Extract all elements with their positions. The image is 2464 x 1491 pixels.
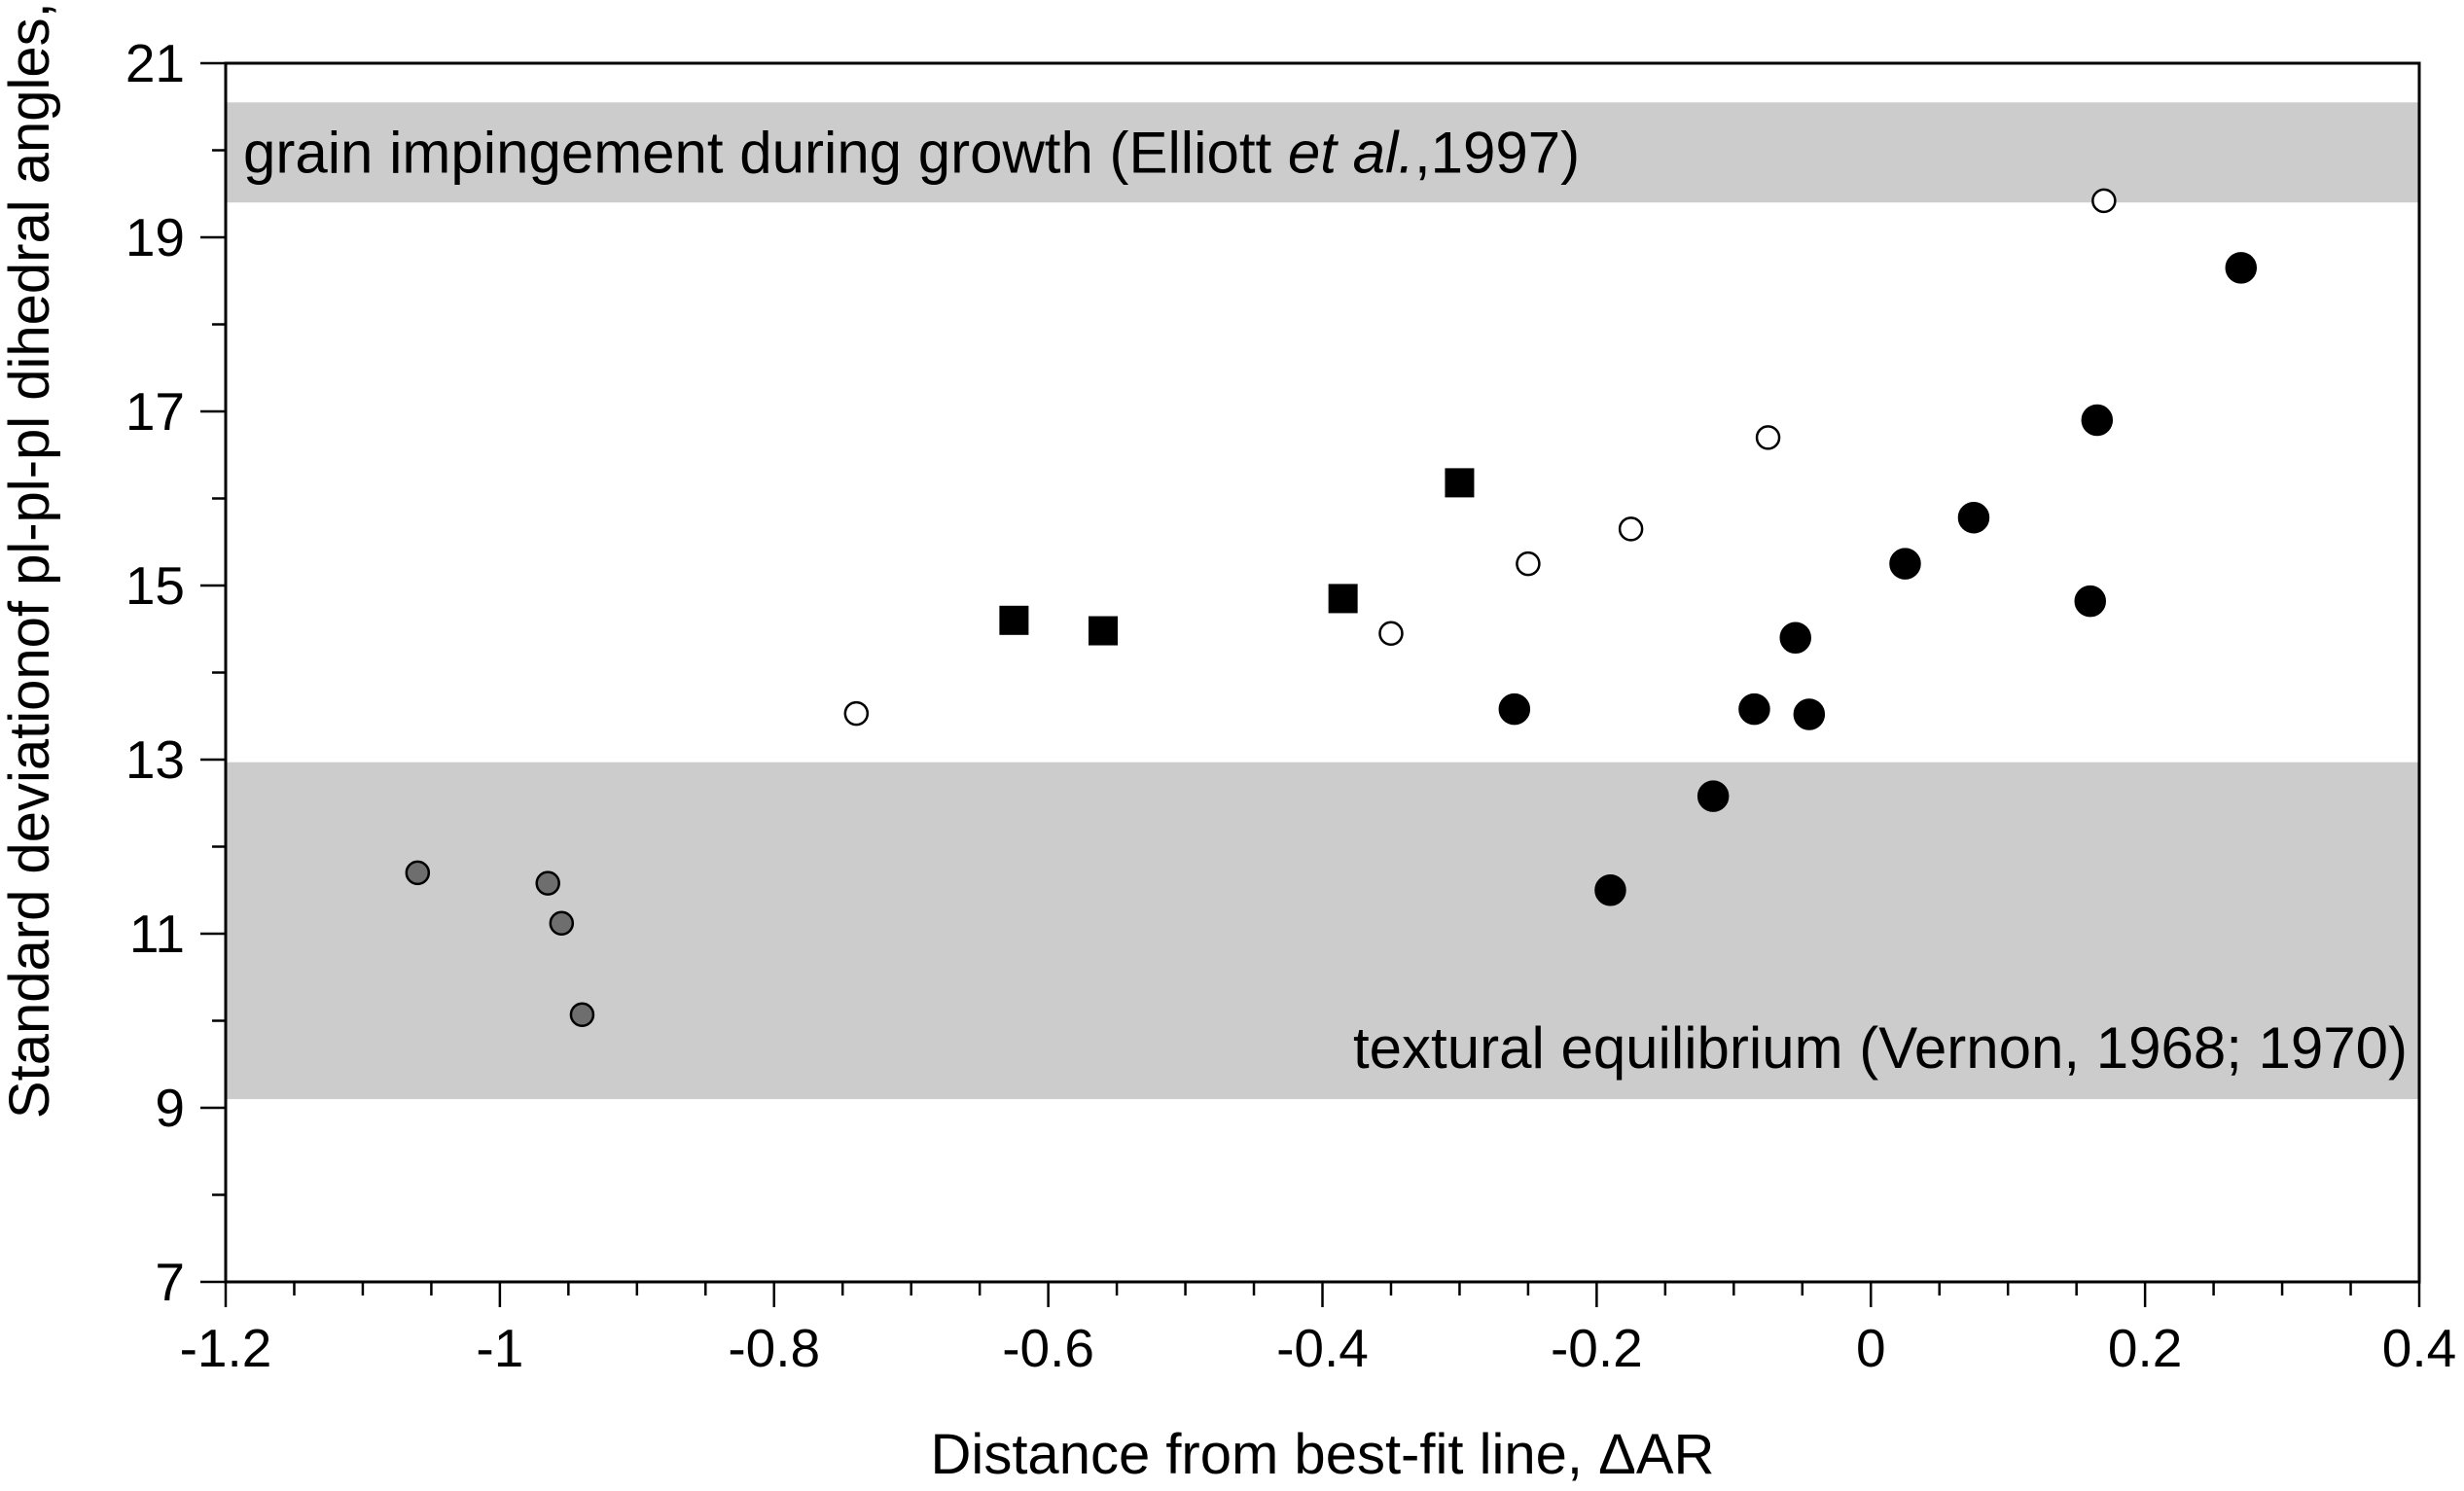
circle-point <box>535 870 560 896</box>
band-label-1-part-0: textural equilibrium (Vernon, 1968; 1970… <box>1353 1015 2408 1081</box>
band-label-0-part-1: et al. <box>1288 121 1414 186</box>
x-tick-label: 0.2 <box>2108 1318 2182 1378</box>
circle-point <box>2225 252 2258 284</box>
circle-point <box>1696 780 1730 812</box>
circle-point <box>2081 404 2114 437</box>
y-tick-label: 15 <box>125 555 185 616</box>
circle-point <box>1957 501 1990 534</box>
band-label-0-part-2: ,1997) <box>1414 121 1580 186</box>
y-tick-label: 7 <box>155 1252 185 1312</box>
x-tick-label: 0 <box>1856 1318 1886 1378</box>
x-tick-label: -0.4 <box>1276 1318 1369 1378</box>
circle-point <box>843 700 870 727</box>
band-label-0-part-0: grain impingement during growth (Elliott <box>243 121 1288 186</box>
band-label-1: textural equilibrium (Vernon, 1968; 1970… <box>1353 1015 2408 1081</box>
circle-point <box>1498 692 1531 726</box>
y-tick-label: 21 <box>125 33 185 93</box>
circle-point <box>1738 692 1770 726</box>
y-tick-label: 19 <box>125 207 185 267</box>
x-axis-title: Distance from best-fit line, ΔAR <box>931 1423 1715 1486</box>
square-point <box>1328 584 1358 614</box>
band-label-0: grain impingement during growth (Elliott… <box>243 121 1580 186</box>
x-tick-label: -1.2 <box>180 1318 272 1378</box>
y-tick-label: 11 <box>129 904 185 964</box>
circle-point <box>1516 550 1541 577</box>
x-tick-label: -0.6 <box>1002 1318 1094 1378</box>
axes <box>200 61 2421 1307</box>
band-1 <box>226 762 2419 1100</box>
square-point <box>999 605 1029 635</box>
y-tick-label: 9 <box>155 1078 185 1138</box>
band-0 <box>226 102 2419 203</box>
square-point <box>1445 468 1475 498</box>
circle-point <box>2074 585 2106 618</box>
y-tick-label: 17 <box>125 381 185 442</box>
circle-point <box>1889 548 1921 580</box>
circle-point <box>1755 425 1781 450</box>
x-tick-label: -0.2 <box>1551 1318 1643 1378</box>
circle-point <box>1793 698 1826 730</box>
circle-point <box>1378 621 1404 646</box>
circle-point <box>549 910 575 937</box>
circle-point <box>1618 516 1644 542</box>
data-points <box>405 188 2258 1027</box>
circle-point <box>2091 188 2117 214</box>
x-tick-label: 0.4 <box>2382 1318 2456 1378</box>
y-tick-label: 13 <box>125 729 185 790</box>
circle-point <box>1594 874 1626 906</box>
square-point <box>1089 616 1118 646</box>
x-tick-label: -0.8 <box>728 1318 820 1378</box>
circle-point <box>1779 621 1811 654</box>
circle-point <box>569 1002 595 1027</box>
x-tick-label: -1 <box>476 1318 523 1378</box>
y-axis-title: Standard deviationof pl-pl-pl dihedral a… <box>0 0 61 1118</box>
shaded-bands: grain impingement during growth (Elliott… <box>226 102 2419 1100</box>
circle-point <box>405 860 431 886</box>
